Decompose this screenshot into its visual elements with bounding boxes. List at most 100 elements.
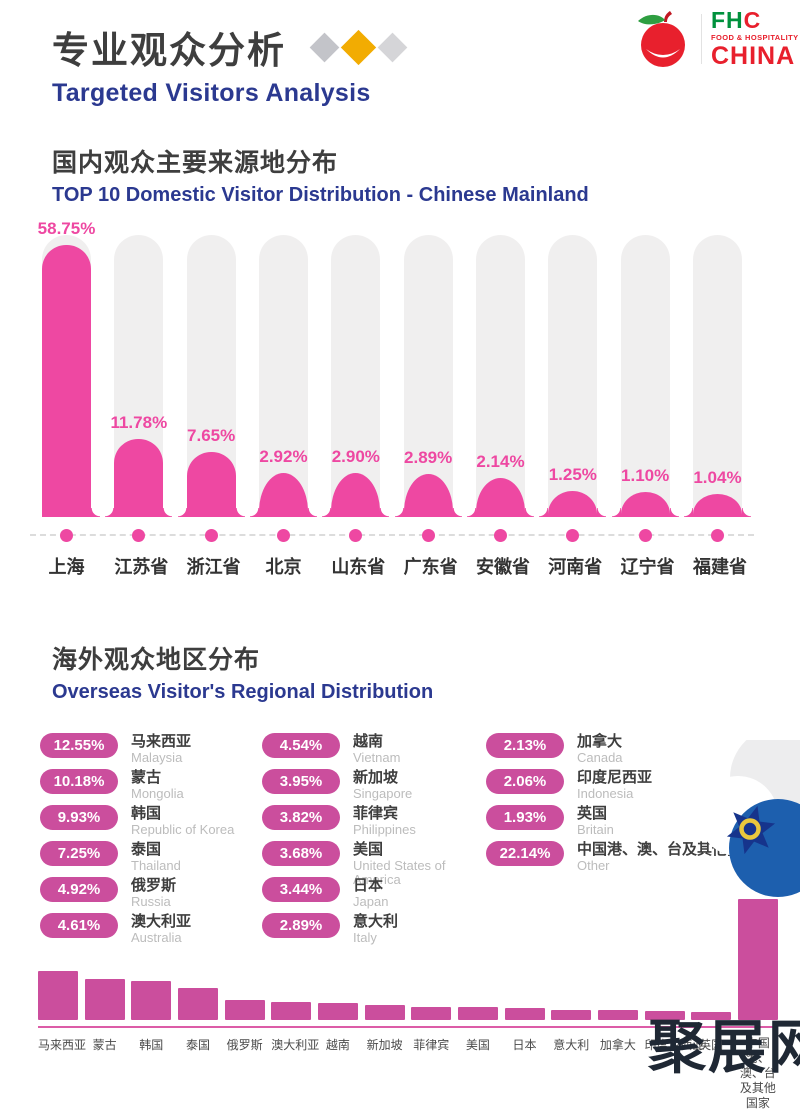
category-label: 日本: [512, 1038, 537, 1052]
bar-value-label: 2.89%: [404, 448, 453, 467]
country-names: 意大利 Italy: [353, 913, 398, 945]
country-name-zh: 加拿大: [577, 733, 623, 750]
axis-dot-icon: [132, 529, 146, 542]
overseas-heading-zh: 海外观众地区分布: [52, 646, 261, 674]
bar-fill: [131, 981, 172, 1020]
percentage-pill: 1.93%: [486, 805, 564, 830]
axis-dot-cell: [404, 529, 453, 542]
domestic-bar-column: 7.65%: [177, 235, 245, 517]
country-name-en: Indonesia: [577, 786, 634, 801]
list-item: 12.55% 马来西亚 Malaysia: [40, 733, 262, 769]
bar-value-label: 1.04%: [693, 468, 742, 487]
country-names: 新加坡 Singapore: [353, 769, 412, 801]
country-name-en: Japan: [353, 894, 389, 909]
domestic-bars-row: 58.75% 11.78% 7.65% 2.92% 2.90% 2.89% 2.14% 1.2…: [38, 219, 751, 517]
bar-fill: [737, 899, 778, 1020]
country-name-zh: 蒙古: [131, 769, 162, 786]
country-names: 越南 Vietnam: [353, 733, 400, 765]
domestic-bar-column: 1.04%: [683, 235, 751, 517]
bar-fill: [249, 473, 317, 517]
domestic-heading-en: TOP 10 Domestic Visitor Distribution - C…: [52, 184, 589, 206]
bar-fill: [551, 1010, 592, 1020]
bar-fill: [177, 452, 245, 517]
logo-fhc-text: FHC: [711, 9, 798, 32]
blueberry-decoration: [698, 740, 800, 897]
domestic-bar-column: 11.78%: [105, 235, 173, 517]
overseas-list-column: 4.54% 越南 Vietnam 3.95% 新加坡 Singapore 3.82% 菲律宾 P…: [262, 733, 486, 949]
percentage-pill: 10.18%: [40, 769, 118, 794]
logo-tagline: FOOD & HOSPITALITY: [711, 33, 799, 43]
bar-fill: [411, 1007, 452, 1020]
logo-fh: FH: [711, 7, 744, 34]
bar-value-label: 58.75%: [37, 219, 96, 238]
country-name-en: Vietnam: [353, 750, 401, 765]
category-label: 意大利: [553, 1038, 590, 1052]
domestic-bar-column: 58.75%: [38, 219, 100, 517]
list-item: 7.25% 泰国 Thailand: [40, 841, 262, 877]
percentage-pill: 3.68%: [262, 841, 340, 866]
apple-logo-icon: [638, 11, 685, 67]
country-name-zh: 美国: [353, 841, 384, 858]
list-item: 4.92% 俄罗斯 Russia: [40, 877, 262, 913]
domestic-labels-row: 上海 江苏省 浙江省 北京 山东省 广东省 安徽省 河南省 辽宁省 福建省: [42, 553, 747, 579]
percentage-pill: 2.89%: [262, 913, 340, 938]
bar-track: [394, 235, 462, 517]
diamond-icon: [377, 32, 408, 62]
bar-fill: [394, 474, 462, 517]
country-name-zh: 俄罗斯: [131, 877, 177, 894]
page-title-zh: 专业观众分析: [52, 30, 286, 71]
percentage-pill: 4.54%: [262, 733, 340, 758]
country-names: 美国 United States of America: [353, 841, 486, 887]
axis-dot-icon: [493, 529, 507, 542]
country-name-en: Mongolia: [131, 786, 184, 801]
percentage-pill: 3.82%: [262, 805, 340, 830]
overseas-bars-row: [38, 895, 778, 1020]
country-name-zh: 印度尼西亚: [577, 769, 653, 786]
country-name-en: Malaysia: [131, 750, 183, 765]
country-names: 澳大利亚 Australia: [131, 913, 191, 945]
country-name-zh: 意大利: [353, 913, 399, 930]
country-name-en: Canada: [577, 750, 623, 765]
category-label: 泰国: [185, 1038, 210, 1052]
bar-fill: [597, 1010, 638, 1020]
category-label: 新加坡: [366, 1038, 403, 1052]
axis-dot-icon: [638, 529, 652, 542]
country-names: 蒙古 Mongolia: [131, 769, 184, 801]
axis-dot-cell: [187, 529, 236, 542]
diamond-icon: [340, 29, 377, 65]
bar-track: [466, 235, 534, 517]
percentage-pill: 3.95%: [262, 769, 340, 794]
axis-dot-cell: [42, 529, 91, 542]
bar-track: [249, 235, 317, 517]
percentage-pill: 3.44%: [262, 877, 340, 902]
bar-fill: [683, 494, 751, 517]
bar-fill: [177, 988, 218, 1020]
country-name-zh: 澳大利亚: [131, 913, 192, 930]
domestic-bar-column: 1.25%: [539, 235, 607, 517]
country-names: 英国 Britain: [577, 805, 614, 837]
country-names: 马来西亚 Malaysia: [131, 733, 191, 765]
overseas-heading-en: Overseas Visitor's Regional Distribution: [52, 681, 434, 703]
domestic-section-heading: 国内观众主要来源地分布 TOP 10 Domestic Visitor Dist…: [52, 143, 589, 207]
country-names: 菲律宾 Philippines: [353, 805, 416, 837]
axis-dot-cell: [621, 529, 670, 542]
diamond-decoration: [309, 29, 408, 65]
percentage-pill: 12.55%: [40, 733, 118, 758]
bar-fill: [317, 1003, 358, 1020]
country-name-en: Britain: [577, 822, 614, 837]
country-name-zh: 新加坡: [353, 769, 399, 786]
country-name-zh: 韩国: [131, 805, 162, 822]
axis-dot-icon: [276, 529, 290, 542]
country-names: 泰国 Thailand: [131, 841, 181, 873]
category-label: 加拿大: [599, 1038, 636, 1052]
percentage-pill: 9.93%: [40, 805, 118, 830]
bar-track: [683, 235, 751, 517]
category-label: 英国: [699, 1038, 724, 1052]
bar-fill: [224, 1000, 265, 1020]
country-name-en: Australia: [131, 930, 182, 945]
category-label: 江苏省: [114, 557, 169, 577]
ring-icon: [739, 818, 761, 840]
domestic-axis-row: [30, 529, 754, 542]
category-label: 辽宁省: [620, 557, 675, 577]
star-icon: [726, 805, 776, 855]
